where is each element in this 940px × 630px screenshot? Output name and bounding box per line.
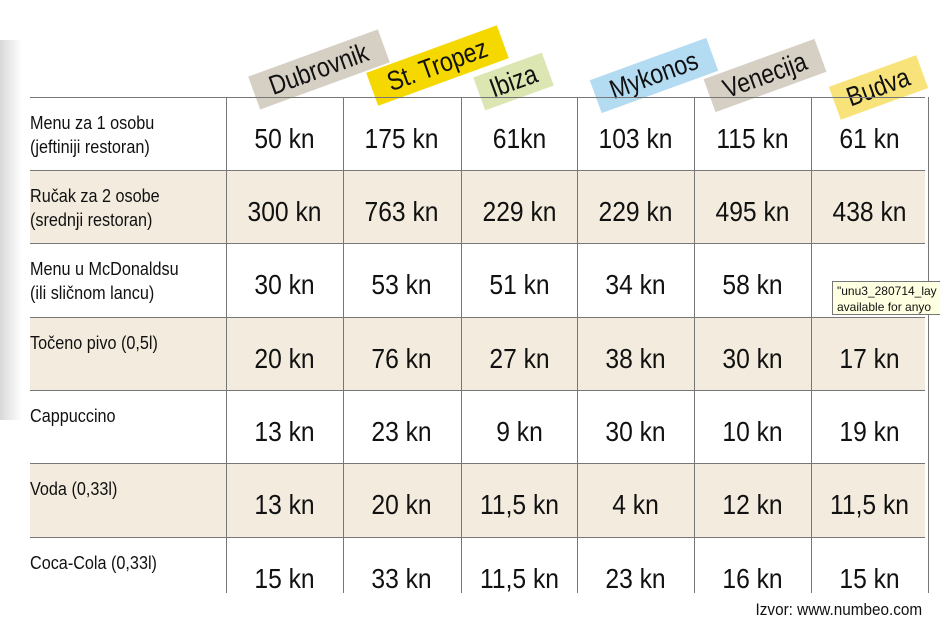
row-label: Menu za 1 osobu (jeftiniji restoran): [30, 111, 154, 159]
row-label: Cappuccino: [30, 404, 116, 428]
price-cell: 38 kn: [605, 343, 666, 374]
price-cell: 103 kn: [598, 123, 673, 154]
table-row: [30, 537, 925, 594]
table-row: [30, 97, 925, 171]
price-cell: 15 kn: [839, 563, 900, 594]
column-header-label: Dubrovnik: [264, 37, 373, 101]
price-cell: 61kn: [492, 123, 547, 154]
table-row: [30, 463, 925, 537]
price-cell: 58 kn: [722, 269, 783, 300]
row-label-line: (srednji restoran): [30, 210, 153, 230]
price-cell: 76 kn: [371, 343, 432, 374]
row-label-line: Ručak za 2 osobe: [30, 186, 160, 206]
price-cell: 11,5 kn: [479, 489, 560, 520]
price-cell: 13 kn: [254, 416, 315, 447]
row-label: Voda (0,33l): [30, 477, 117, 501]
row-label-line: Cappuccino: [30, 406, 116, 426]
row-label: Ručak za 2 osobe (srednji restoran): [30, 184, 160, 232]
source-note: Izvor: www.numbeo.com: [755, 600, 922, 619]
price-cell: 4 kn: [612, 489, 659, 520]
row-label-line: (jeftiniji restoran): [30, 137, 150, 157]
row-label: Coca-Cola (0,33l): [30, 551, 157, 575]
price-cell: 9 kn: [496, 416, 543, 447]
price-cell: 229 kn: [598, 196, 673, 227]
price-cell: 27 kn: [489, 343, 550, 374]
column-divider: [226, 97, 227, 593]
price-cell: 763 kn: [364, 196, 439, 227]
column-divider: [811, 97, 812, 593]
price-cell: 495 kn: [715, 196, 790, 227]
price-cell: 20 kn: [254, 343, 315, 374]
price-cell: 53 kn: [371, 269, 432, 300]
column-divider: [461, 97, 462, 593]
price-cell: 23 kn: [605, 563, 666, 594]
column-divider: [928, 97, 929, 593]
tooltip: "unu3_280714_lay available for anyo: [832, 281, 940, 315]
table-row: [30, 243, 925, 317]
row-label-line: Menu za 1 osobu: [30, 113, 155, 133]
price-cell: 34 kn: [605, 269, 666, 300]
price-cell: 438 kn: [832, 196, 907, 227]
price-cell: 17 kn: [839, 343, 900, 374]
table-row: [30, 317, 925, 391]
price-cell: 19 kn: [839, 416, 900, 447]
price-cell: 115 kn: [716, 123, 789, 154]
tooltip-line-2: available for anyo: [837, 300, 932, 314]
price-cell: 30 kn: [254, 269, 315, 300]
column-divider: [577, 97, 578, 593]
price-cell: 175 kn: [364, 123, 439, 154]
column-divider: [343, 97, 344, 593]
row-label-line: Točeno pivo (0,5l): [30, 333, 158, 353]
price-cell: 50 kn: [254, 123, 315, 154]
price-cell: 51 kn: [489, 269, 550, 300]
row-label-line: Menu u McDonaldsu: [30, 259, 179, 279]
row-label-line: Coca-Cola (0,33l): [30, 553, 157, 573]
table-row: [30, 170, 925, 244]
price-cell: 300 kn: [247, 196, 322, 227]
price-cell: 30 kn: [722, 343, 783, 374]
row-label-line: Voda (0,33l): [30, 479, 118, 499]
row-label: Točeno pivo (0,5l): [30, 331, 158, 355]
price-cell: 10 kn: [722, 416, 783, 447]
price-cell: 229 kn: [482, 196, 557, 227]
column-divider: [694, 97, 695, 593]
price-cell: 13 kn: [254, 489, 315, 520]
price-cell: 12 kn: [722, 489, 783, 520]
price-cell: 11,5 kn: [479, 563, 560, 594]
price-cell: 23 kn: [371, 416, 432, 447]
price-cell: 15 kn: [254, 563, 315, 594]
price-cell: 11,5 kn: [829, 489, 910, 520]
left-edge-shadow: [0, 40, 22, 420]
row-label-line: (ili sličnom lancu): [30, 283, 155, 303]
table-row: [30, 390, 925, 464]
price-cell: 30 kn: [605, 416, 666, 447]
tooltip-line-1: "unu3_280714_lay: [837, 284, 937, 298]
price-cell: 33 kn: [371, 563, 432, 594]
price-cell: 61 kn: [839, 123, 900, 154]
row-label: Menu u McDonaldsu (ili sličnom lancu): [30, 257, 179, 305]
price-cell: 20 kn: [371, 489, 432, 520]
price-cell: 16 kn: [722, 563, 783, 594]
column-header-label: St. Tropez: [383, 33, 492, 98]
